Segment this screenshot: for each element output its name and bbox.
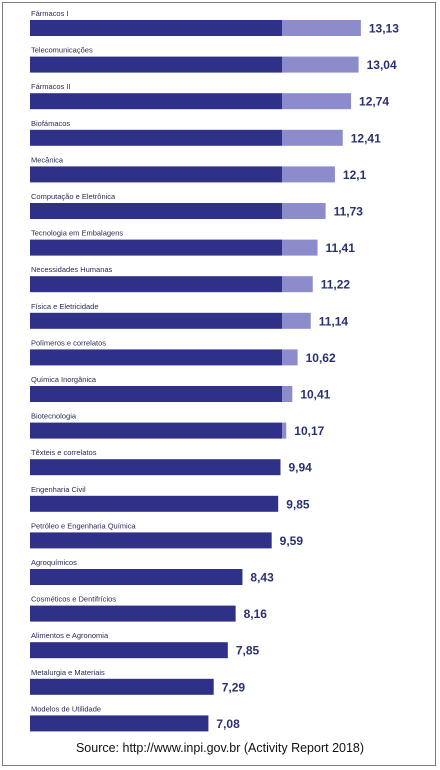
bar-excess: [282, 203, 326, 219]
category-label: Metalurgia e Materiais: [31, 668, 105, 677]
category-label: Alimentos e Agronomia: [31, 631, 109, 640]
bar-base: [30, 422, 282, 439]
bar-base: [30, 239, 282, 256]
bar-base: [30, 93, 282, 110]
value-label: 13,04: [367, 58, 397, 72]
bar-base: [30, 569, 243, 585]
value-label: 11,73: [334, 205, 364, 219]
value-label: 13,13: [369, 22, 399, 36]
category-label: Mecânica: [31, 155, 64, 164]
bar-base: [30, 532, 272, 549]
value-label: 7,29: [222, 680, 246, 694]
value-label: 11,22: [321, 278, 351, 292]
bar-base: [30, 129, 282, 146]
category-label: Telecomunicações: [31, 46, 93, 55]
value-label: 12,74: [359, 95, 389, 109]
bar-excess: [282, 239, 318, 256]
category-label: Fármacos II: [31, 82, 71, 91]
category-label: Biofámacos: [31, 119, 70, 128]
bar-excess: [282, 93, 352, 110]
value-label: 8,16: [244, 607, 268, 621]
bar-base: [30, 203, 282, 219]
category-label: Polímeros e correlatos: [31, 338, 106, 347]
category-label: Engenharia Civil: [31, 485, 86, 494]
bar-excess: [282, 129, 343, 146]
value-label: 8,43: [250, 571, 274, 585]
bar-base: [30, 495, 279, 512]
source-note: Source: http://www.inpi.gov.br (Activity…: [75, 741, 365, 755]
value-label: 9,59: [280, 534, 304, 548]
bar-base: [30, 386, 282, 402]
bar-excess: [282, 349, 298, 366]
category-label: Agroquímicos: [31, 558, 77, 567]
bar-base: [30, 678, 214, 695]
bar-base: [30, 276, 282, 293]
bar-excess: [282, 386, 293, 402]
value-label: 9,85: [286, 497, 310, 511]
category-label: Tecnologia em Embalagens: [31, 229, 123, 238]
bar-base: [30, 56, 282, 73]
category-label: Química Inorgânica: [31, 375, 97, 384]
value-label: 9,94: [288, 461, 312, 475]
category-label: Física e Eletricidade: [31, 302, 99, 311]
bar-excess: [282, 20, 361, 36]
bar-base: [30, 349, 282, 366]
category-label: Cosméticos e Dentifrícios: [31, 595, 116, 604]
chart-frame: [2, 2, 436, 766]
bar-base: [30, 20, 282, 36]
category-label: Biotecnologia: [31, 412, 77, 421]
bar-base: [30, 715, 209, 732]
category-label: Necessidades Humanas: [31, 265, 113, 274]
category-label: Computação e Eletrônica: [31, 192, 116, 201]
bar-excess: [282, 56, 359, 73]
category-label: Têxteis e correlatos: [31, 448, 97, 457]
value-label: 11,14: [319, 314, 349, 328]
value-label: 10,41: [300, 388, 330, 402]
value-label: 10,17: [294, 424, 324, 438]
bar-base: [30, 605, 236, 622]
bar-base: [30, 166, 282, 183]
bar-base: [30, 642, 228, 659]
value-label: 10,62: [306, 351, 336, 365]
value-label: 7,85: [236, 644, 260, 658]
bar-excess: [282, 166, 335, 183]
value-label: 12,1: [343, 168, 367, 182]
bar-excess: [282, 276, 313, 293]
bar-excess: [282, 312, 311, 329]
category-label: Fármacos I: [31, 9, 69, 18]
category-label: Petróleo e Engenharia Química: [31, 521, 136, 530]
value-label: 12,41: [351, 131, 381, 145]
bar-excess: [282, 422, 287, 439]
value-label: 11,41: [326, 241, 356, 255]
bar-base: [30, 459, 281, 476]
bar-chart: Fármacos I 13,13 Telecomunicações 13,04 Fárm…: [30, 9, 399, 732]
value-label: 7,08: [216, 717, 240, 731]
bar-base: [30, 312, 282, 329]
category-label: Modelos de Utilidade: [31, 704, 101, 713]
